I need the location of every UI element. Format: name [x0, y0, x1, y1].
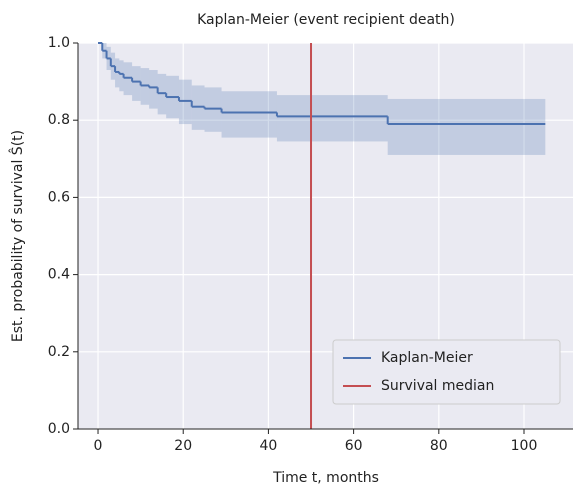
- y-tick-label: 0.2: [48, 344, 70, 360]
- y-tick-label: 0.4: [48, 267, 70, 283]
- confidence-band: [149, 70, 158, 109]
- legend-box: [332, 339, 561, 405]
- x-tick-label: 100: [511, 438, 538, 454]
- confidence-band: [132, 66, 141, 101]
- x-tick-label: 60: [345, 438, 363, 454]
- legend-label: Kaplan-Meier: [381, 350, 473, 366]
- confidence-band: [119, 60, 124, 92]
- y-tick-label: 0.0: [48, 421, 70, 437]
- x-tick-label: 0: [94, 438, 103, 454]
- legend-label: Survival median: [381, 378, 494, 394]
- x-axis-label: Time t, months: [272, 470, 379, 486]
- x-tick-label: 80: [430, 438, 448, 454]
- y-axis-label: Est. probability of survival Ŝ(t): [8, 130, 26, 342]
- confidence-band: [387, 98, 546, 155]
- y-tick-label: 1.0: [48, 35, 70, 51]
- x-tick-label: 40: [260, 438, 278, 454]
- confidence-band: [221, 91, 277, 138]
- chart-title: Kaplan-Meier (event recipient death): [197, 12, 455, 28]
- y-tick-label: 0.6: [48, 189, 70, 205]
- x-tick-label: 20: [174, 438, 192, 454]
- y-tick-label: 0.8: [48, 112, 70, 128]
- confidence-band: [276, 95, 388, 142]
